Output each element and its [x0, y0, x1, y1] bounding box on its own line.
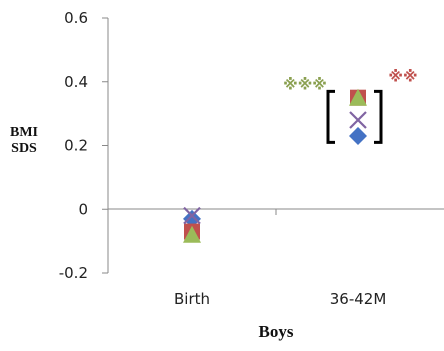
y-axis-title-line2: SDS — [11, 141, 37, 156]
y-tick-label: 0.4 — [64, 73, 88, 91]
y-axis-title-line1: BMI — [10, 125, 38, 140]
data-point-triangle — [183, 225, 201, 243]
data-point-x — [183, 206, 201, 225]
y-tick-label: 0 — [78, 200, 88, 218]
significance-annotation: ※※※ — [283, 75, 327, 93]
data-point-diamond — [183, 209, 201, 228]
data-point-diamond — [349, 126, 367, 145]
y-tick-label: -0.2 — [59, 264, 88, 282]
data-point-x — [349, 111, 367, 129]
y-tick-label: 0.6 — [64, 9, 88, 27]
significance-annotation: ※※ — [388, 67, 417, 85]
x-category-label: Birth — [174, 290, 210, 308]
bracket-left — [326, 89, 335, 144]
bracket-right — [374, 89, 383, 144]
y-tick-label: 0.2 — [64, 137, 88, 155]
x-category-label: 36-42M — [330, 290, 387, 308]
data-point-triangle — [349, 88, 367, 106]
x-axis-title: Boys — [259, 322, 294, 341]
